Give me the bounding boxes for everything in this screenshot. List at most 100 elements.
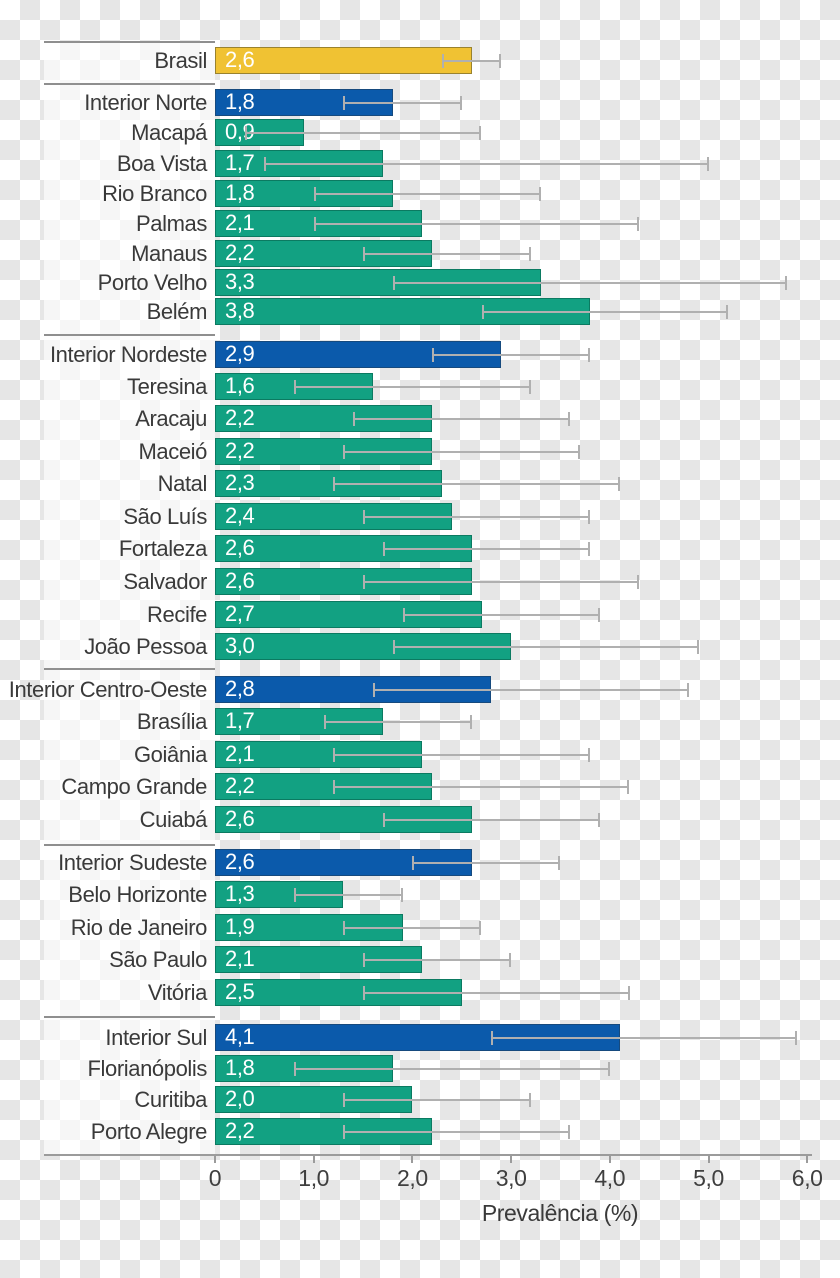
error-bar-cap-left	[333, 476, 336, 491]
error-bar-line	[313, 192, 541, 195]
chart-row-maceio: Maceió 2,2	[0, 438, 840, 465]
error-bar-line	[363, 991, 630, 994]
row-label: Maceió	[138, 438, 207, 464]
error-bar-line	[294, 1067, 610, 1070]
error-bar	[363, 246, 531, 261]
error-bar-cap-left	[392, 639, 395, 654]
chart-row-salvador: Salvador 2,6	[0, 568, 840, 595]
error-bar-cap-left	[363, 952, 366, 967]
error-bar	[323, 714, 472, 729]
bar-value-label: 2,8	[225, 676, 255, 701]
bar-value-label: 2,0	[225, 1086, 255, 1111]
error-bar	[442, 53, 502, 68]
bar-value-label: 2,6	[225, 47, 255, 72]
row-label: Brasília	[136, 708, 208, 734]
chart-row-belem: Belém 3,8	[0, 298, 840, 325]
error-bar	[432, 347, 590, 362]
error-bar	[353, 411, 571, 426]
error-bar-cap-left	[313, 216, 316, 231]
chart-row-rio-branco: Rio Branco 1,8	[0, 180, 840, 207]
error-bar-cap-left	[264, 156, 267, 171]
error-bar-cap-right	[686, 682, 689, 697]
bar-value-label: 2,1	[225, 210, 255, 235]
error-bar-cap-right	[528, 379, 531, 394]
error-bar-cap-right	[558, 855, 561, 870]
error-bar-line	[491, 1036, 798, 1039]
error-bar-cap-left	[323, 714, 326, 729]
error-bar-cap-right	[637, 574, 640, 589]
error-bar-cap-left	[313, 186, 316, 201]
x-axis-tick	[312, 1156, 315, 1163]
error-bar	[372, 682, 689, 697]
chart-row-interior-nordeste: Interior Nordeste 2,9	[0, 341, 840, 368]
row-label: Aracaju	[135, 405, 207, 431]
x-axis-tick-label: 0	[208, 1165, 222, 1191]
error-bar	[412, 855, 561, 870]
section-separator	[44, 83, 215, 85]
error-bar-cap-left	[363, 246, 366, 261]
error-bar	[333, 476, 620, 491]
bar-value-label: 2,2	[225, 438, 255, 463]
error-bar-line	[432, 353, 590, 356]
row-label: Campo Grande	[61, 773, 207, 799]
bar-value-label: 1,6	[225, 373, 255, 398]
error-bar	[343, 95, 462, 110]
row-label: Interior Norte	[84, 89, 207, 115]
error-bar-cap-right	[597, 812, 600, 827]
error-bar-cap-left	[491, 1030, 494, 1045]
error-bar-line	[294, 893, 403, 896]
error-bar-line	[412, 861, 561, 864]
error-bar-cap-left	[333, 747, 336, 762]
error-bar	[264, 156, 709, 171]
error-bar-line	[353, 417, 571, 420]
chart-row-natal: Natal 2,3	[0, 470, 840, 497]
error-bar	[343, 444, 581, 459]
row-label: Florianópolis	[87, 1055, 207, 1081]
error-bar-cap-right	[706, 156, 709, 171]
bar-value-label: 1,3	[225, 881, 255, 906]
error-bar-cap-left	[294, 1061, 296, 1076]
chart-row-florianopolis: Florianópolis 1,8	[0, 1055, 840, 1082]
x-axis-tick	[707, 1156, 710, 1163]
row-label: Interior Nordeste	[49, 341, 207, 367]
error-bar	[343, 1092, 531, 1107]
row-label: Salvador	[123, 568, 207, 594]
x-axis-tick-label: 3,0	[495, 1165, 527, 1191]
bar-value-label: 1,8	[225, 1055, 255, 1080]
row-label: João Pessoa	[84, 633, 207, 659]
error-bar	[244, 125, 482, 140]
row-label: Curitiba	[134, 1086, 207, 1112]
error-bar-cap-right	[528, 1092, 531, 1107]
row-label: Cuiabá	[139, 806, 208, 832]
x-axis-tick-label: 2,0	[397, 1165, 428, 1191]
error-bar-cap-left	[353, 411, 356, 426]
row-label: Interior Sudeste	[58, 849, 207, 875]
bar-value-label: 2,6	[225, 535, 255, 560]
section-separator	[44, 41, 215, 43]
row-label: Interior Sul	[105, 1024, 207, 1050]
row-label: Rio de Janeiro	[70, 914, 208, 940]
city-bar: 1,3	[215, 881, 344, 908]
bar-value-label: 2,1	[225, 946, 255, 971]
row-label: Recife	[147, 601, 207, 627]
bar-value-label: 2,4	[225, 503, 255, 528]
region-bar: 4,1	[215, 1024, 620, 1051]
chart-row-goiania: Goiânia 2,1	[0, 741, 840, 768]
row-label: Boa Vista	[116, 150, 208, 176]
error-bar-line	[402, 613, 600, 616]
error-bar-cap-right	[400, 887, 403, 902]
bar-value-label: 3,0	[225, 633, 255, 658]
label-panel	[44, 42, 215, 1154]
section-separator	[44, 668, 215, 670]
chart-row-interior-sul: Interior Sul 4,1	[0, 1024, 840, 1051]
city-bar: 2,3	[215, 470, 442, 497]
error-bar-line	[313, 222, 640, 225]
error-bar-line	[333, 482, 620, 485]
x-axis-tick-label: 5,0	[693, 1165, 724, 1191]
row-label: Rio Branco	[102, 180, 207, 206]
error-bar	[481, 304, 729, 319]
error-bar-cap-left	[382, 541, 385, 556]
city-bar: 2,2	[215, 438, 433, 465]
bar-value-label: 2,9	[225, 341, 255, 366]
error-bar	[363, 574, 640, 589]
